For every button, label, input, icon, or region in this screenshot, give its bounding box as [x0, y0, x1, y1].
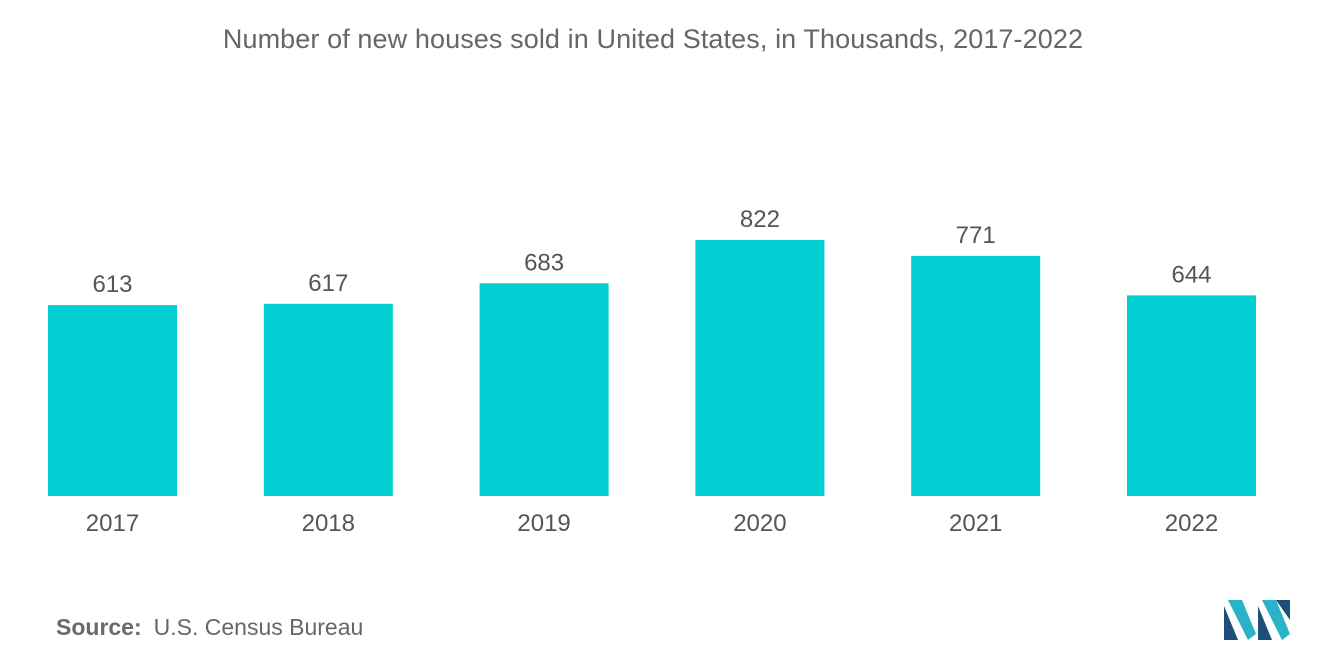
value-label-2021: 771 [956, 222, 996, 249]
value-label-2022: 644 [1171, 261, 1211, 288]
bar-2021 [911, 255, 1041, 496]
value-labels-group: 613 617 683 822 771 644 [92, 206, 1211, 298]
value-label-2018: 617 [308, 270, 348, 297]
bars-group [48, 240, 1256, 496]
bar-2020 [695, 240, 825, 496]
bar-2022 [1127, 295, 1256, 496]
bar-2017 [48, 305, 177, 496]
mordor-intelligence-logo-icon [1224, 600, 1290, 640]
value-label-2019: 683 [524, 249, 564, 276]
source-text: U.S. Census Bureau [153, 614, 364, 640]
category-label-2017: 2017 [86, 510, 139, 537]
value-label-2017: 613 [92, 271, 132, 298]
chart-title: Number of new houses sold in United Stat… [222, 24, 1084, 54]
category-label-2018: 2018 [302, 510, 355, 537]
category-labels-group: 2017 2018 2019 2020 2021 2022 [86, 510, 1218, 537]
category-label-2021: 2021 [949, 510, 1002, 537]
value-label-2020: 822 [740, 206, 780, 233]
source-label: Source: [56, 614, 142, 640]
category-label-2019: 2019 [517, 510, 570, 537]
bar-2019 [479, 283, 609, 496]
source-note: Source: U.S. Census Bureau [56, 614, 363, 641]
category-label-2020: 2020 [733, 510, 786, 537]
bar-2018 [263, 303, 393, 496]
category-label-2022: 2022 [1165, 510, 1218, 537]
